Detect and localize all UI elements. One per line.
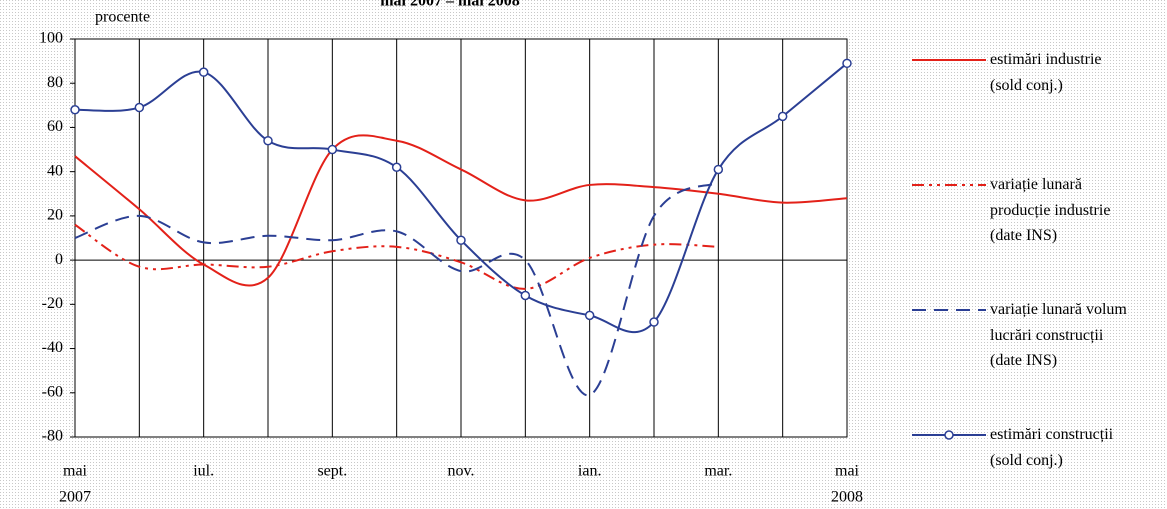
series-marker: [456, 235, 466, 245]
legend-label: estimări construcții (sold conj.): [990, 426, 1114, 469]
legend-marker: [944, 430, 954, 440]
y-tick-label: 60: [47, 118, 63, 135]
legend-label: estimări industrie (sold conj.): [990, 51, 1102, 94]
series-marker: [520, 290, 531, 301]
x-tick-label: mar.: [704, 463, 732, 480]
x-tick-sublabel: 2007: [59, 489, 91, 506]
series-marker: [134, 102, 145, 113]
x-tick-label: iul.: [193, 463, 214, 480]
y-tick-label: 40: [47, 162, 63, 179]
series-line: [74, 181, 719, 397]
y-tick-label: 100: [39, 30, 63, 47]
y-tick-label: -60: [42, 383, 63, 400]
series-marker: [584, 310, 595, 321]
x-tick-label: mai: [835, 463, 860, 480]
y-tick-label: -80: [42, 428, 63, 445]
series-marker: [327, 144, 338, 155]
series-line: [74, 223, 719, 290]
legend-label: variație lunară producție industrie (dat…: [990, 176, 1111, 244]
legend-label: variație lunară volum lucrări construcți…: [990, 301, 1127, 369]
y-tick-label: 20: [47, 207, 63, 224]
y-tick-label: -20: [42, 295, 63, 312]
y-tick-label: -40: [42, 339, 63, 356]
x-tick-sublabel: 2008: [831, 489, 863, 506]
series-marker: [70, 105, 80, 115]
chart-title: mai 2007 – mai 2008: [380, 0, 520, 10]
x-tick-label: mai: [63, 463, 88, 480]
y-axis-label: procente: [95, 9, 150, 26]
series-marker: [713, 164, 724, 175]
series-marker: [198, 67, 209, 77]
series-marker: [842, 58, 852, 69]
x-tick-label: ian.: [578, 463, 602, 480]
series-marker: [391, 162, 402, 172]
series-marker: [777, 111, 788, 122]
x-tick-label: nov.: [448, 463, 475, 480]
series-marker: [263, 135, 273, 146]
y-tick-label: 0: [55, 251, 63, 268]
x-tick-label: sept.: [317, 463, 347, 480]
series-marker: [649, 317, 659, 327]
y-tick-label: 80: [47, 74, 63, 91]
